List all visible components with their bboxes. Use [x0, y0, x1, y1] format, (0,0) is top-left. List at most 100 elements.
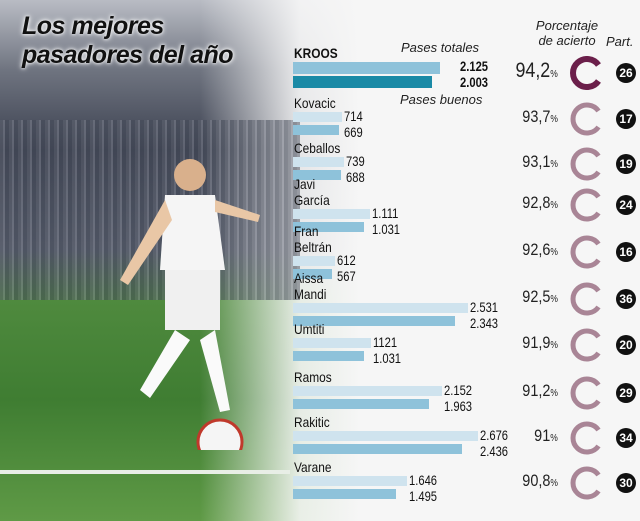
percent-sign: %	[550, 433, 558, 444]
header-total-passes: Pases totales	[401, 40, 480, 55]
accuracy-number: 92,6	[522, 240, 551, 259]
player-name: KROOS	[294, 45, 338, 61]
bar-total-passes	[293, 303, 469, 313]
total-label: 612	[337, 252, 357, 268]
bar-total-passes	[293, 112, 343, 122]
accuracy-value: 93,7%	[522, 107, 558, 130]
games-badge: 29	[616, 383, 636, 403]
percent-sign: %	[550, 294, 558, 305]
player-name: Kovacic	[294, 95, 336, 111]
bar-good-passes	[293, 489, 397, 499]
player-row: Rakitic 2.676 2.436 91% 34	[293, 413, 640, 459]
games-badge: 30	[616, 473, 636, 493]
accuracy-number: 93,7	[522, 107, 551, 126]
stadium-crowd	[0, 120, 300, 300]
accuracy-ring-icon	[570, 102, 601, 136]
good-label: 2.003	[460, 74, 489, 90]
bar-total-passes	[293, 431, 479, 441]
percent-sign: %	[550, 69, 558, 80]
accuracy-value: 92,5%	[522, 287, 558, 310]
good-label: 1.495	[408, 488, 437, 504]
good-label: 567	[337, 268, 357, 284]
bar-total-passes	[293, 62, 440, 74]
player-name: Fran Beltrán	[294, 223, 332, 255]
header-accuracy: Porcentaje de acierto	[535, 18, 599, 48]
total-label: 714	[344, 108, 364, 124]
player-name: Javi García	[294, 176, 330, 208]
player-name: Ceballos	[294, 140, 341, 156]
total-label: 2.152	[443, 382, 472, 398]
player-row: Aissa Mandi 2.531 2.343 92,5% 36	[293, 270, 640, 331]
accuracy-ring-icon	[570, 56, 601, 90]
games-badge: 34	[616, 428, 636, 448]
chart-title: Los mejores pasadores del año	[22, 12, 234, 69]
header-good-passes: Pases buenos	[400, 92, 483, 107]
accuracy-number: 91	[534, 426, 551, 445]
bar-total-passes	[293, 386, 442, 396]
percent-sign: %	[550, 114, 558, 125]
bar-good-passes	[293, 222, 365, 232]
accuracy-number: 91,2	[522, 381, 551, 400]
bar-good-passes	[293, 76, 432, 88]
player-name: Umtiti	[294, 321, 325, 337]
games-badge: 16	[616, 242, 636, 262]
accuracy-ring-icon	[570, 421, 601, 455]
accuracy-value: 94,2%	[516, 59, 558, 87]
player-row: Varane 1.646 1.495 90,8% 30	[293, 458, 640, 504]
accuracy-number: 94,2	[515, 59, 551, 82]
player-name: Varane	[294, 459, 332, 475]
accuracy-ring-icon	[570, 466, 601, 500]
bar-total-passes	[293, 256, 336, 266]
header-games: Part.	[606, 34, 634, 49]
bar-good-passes	[293, 444, 462, 454]
games-badge: 36	[616, 289, 636, 309]
good-label: 2.343	[470, 315, 499, 331]
total-label: 2.531	[470, 299, 499, 315]
player-row: Javi García 1.111 1.031 92,8% 24	[293, 176, 640, 237]
bar-good-passes	[293, 351, 365, 361]
player-name: Rakitic	[294, 414, 330, 430]
accuracy-value: 90,8%	[522, 471, 558, 494]
accuracy-value: 91,2%	[522, 381, 558, 404]
total-label: 1.646	[408, 472, 437, 488]
bar-total-passes	[293, 338, 371, 348]
bar-total-passes	[293, 209, 370, 219]
player-row: Ceballos 739 688 93,1% 19	[293, 139, 640, 185]
accuracy-number: 92,5	[522, 287, 551, 306]
player-name: Aissa Mandi	[294, 270, 327, 302]
percent-sign: %	[550, 388, 558, 399]
games-badge: 17	[616, 109, 636, 129]
accuracy-value: 93,1%	[522, 152, 558, 175]
accuracy-ring-icon	[570, 328, 601, 362]
accuracy-number: 91,9	[522, 333, 551, 352]
percent-sign: %	[550, 247, 558, 258]
games-badge: 24	[616, 195, 636, 215]
bar-total-passes	[293, 476, 407, 486]
player-figure	[120, 159, 260, 450]
good-label: 669	[344, 124, 364, 140]
good-label: 688	[346, 169, 365, 185]
accuracy-ring-icon	[570, 282, 601, 316]
bar-good-passes	[293, 125, 340, 135]
total-label: 1.111	[371, 205, 399, 221]
total-label: 2.676	[480, 427, 509, 443]
player-row: KROOS 2.125 2.003 94,2% 26	[293, 44, 640, 90]
percent-sign: %	[550, 340, 558, 351]
good-label: 1.963	[443, 398, 472, 414]
player-row: Umtiti 1121 1.031 91,9% 20	[293, 320, 640, 366]
accuracy-value: 91%	[534, 426, 558, 449]
field-line	[0, 470, 290, 474]
good-label: 1.031	[372, 350, 401, 366]
good-label: 2.436	[480, 443, 509, 459]
accuracy-ring-icon	[570, 235, 601, 269]
percent-sign: %	[550, 159, 558, 170]
accuracy-value: 91,9%	[522, 333, 558, 356]
total-label: 2.125	[460, 58, 489, 74]
good-label: 1.031	[371, 221, 400, 237]
bar-good-passes	[293, 269, 333, 279]
bar-good-passes	[293, 399, 429, 409]
accuracy-ring-icon	[570, 376, 601, 410]
games-badge: 26	[616, 63, 636, 83]
games-badge: 20	[616, 335, 636, 355]
accuracy-ring-icon	[570, 188, 601, 222]
